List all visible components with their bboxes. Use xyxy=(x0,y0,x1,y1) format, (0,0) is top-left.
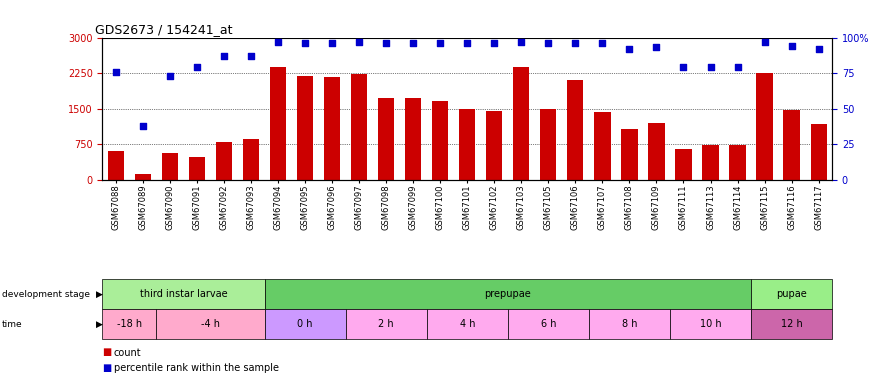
Text: development stage: development stage xyxy=(2,290,90,299)
Bar xyxy=(157,309,264,339)
Bar xyxy=(811,124,827,180)
Bar xyxy=(108,150,124,180)
Bar xyxy=(162,153,178,180)
Text: third instar larvae: third instar larvae xyxy=(140,290,227,299)
Bar xyxy=(486,111,502,180)
Point xyxy=(298,40,312,46)
Bar xyxy=(730,146,746,180)
Point xyxy=(379,40,393,46)
Point xyxy=(352,39,367,45)
Bar xyxy=(345,309,426,339)
Point xyxy=(676,64,691,70)
Bar xyxy=(514,68,530,180)
Text: count: count xyxy=(114,348,142,357)
Bar xyxy=(621,129,637,180)
Text: time: time xyxy=(2,320,22,329)
Point xyxy=(163,73,177,79)
Point xyxy=(460,40,474,46)
Point xyxy=(325,40,339,46)
Bar xyxy=(589,309,670,339)
Text: ■: ■ xyxy=(102,348,111,357)
Point xyxy=(703,64,717,70)
Bar xyxy=(351,74,368,180)
Bar xyxy=(751,309,832,339)
Point xyxy=(812,46,826,52)
Bar xyxy=(426,309,508,339)
Text: GDS2673 / 154241_at: GDS2673 / 154241_at xyxy=(95,23,232,36)
Point xyxy=(217,53,231,59)
Bar xyxy=(189,157,205,180)
Text: ▶: ▶ xyxy=(96,290,103,299)
Text: 0 h: 0 h xyxy=(297,320,312,329)
Bar xyxy=(670,309,751,339)
Bar xyxy=(102,309,157,339)
Bar xyxy=(648,123,665,180)
Bar xyxy=(595,112,611,180)
Text: pupae: pupae xyxy=(776,290,807,299)
Point xyxy=(136,123,150,129)
Point xyxy=(541,40,555,46)
Text: 8 h: 8 h xyxy=(622,320,637,329)
Text: -4 h: -4 h xyxy=(201,320,220,329)
Point xyxy=(757,39,772,45)
Bar xyxy=(264,309,345,339)
Point xyxy=(109,69,123,75)
Point xyxy=(731,64,745,70)
Point xyxy=(487,40,501,46)
Bar xyxy=(702,146,718,180)
Bar xyxy=(459,109,475,180)
Point xyxy=(650,45,664,51)
Text: 4 h: 4 h xyxy=(459,320,475,329)
Text: ▶: ▶ xyxy=(96,320,103,329)
Point xyxy=(406,40,420,46)
Bar xyxy=(433,100,449,180)
Point xyxy=(568,40,582,46)
Bar xyxy=(134,174,151,180)
Bar xyxy=(508,309,589,339)
Point xyxy=(514,39,529,45)
Point xyxy=(622,46,636,52)
Bar xyxy=(567,80,584,180)
Text: 12 h: 12 h xyxy=(781,320,803,329)
Bar xyxy=(751,279,832,309)
Text: ■: ■ xyxy=(102,363,111,373)
Bar xyxy=(756,73,773,180)
Point xyxy=(244,53,258,59)
Point xyxy=(433,40,448,46)
Bar xyxy=(324,77,340,180)
Bar xyxy=(297,75,313,180)
Bar xyxy=(783,110,800,180)
Text: 6 h: 6 h xyxy=(540,320,556,329)
Point xyxy=(271,39,285,45)
Bar xyxy=(270,67,287,180)
Text: 2 h: 2 h xyxy=(378,320,394,329)
Bar xyxy=(540,109,556,180)
Point xyxy=(784,43,798,49)
Bar xyxy=(216,141,232,180)
Text: 10 h: 10 h xyxy=(700,320,721,329)
Bar xyxy=(405,98,421,180)
Bar xyxy=(264,279,751,309)
Point xyxy=(595,40,610,46)
Text: percentile rank within the sample: percentile rank within the sample xyxy=(114,363,279,373)
Bar xyxy=(102,279,264,309)
Bar xyxy=(378,98,394,180)
Text: prepupae: prepupae xyxy=(484,290,531,299)
Bar xyxy=(243,139,259,180)
Bar xyxy=(676,149,692,180)
Text: -18 h: -18 h xyxy=(117,320,142,329)
Point xyxy=(190,64,204,70)
